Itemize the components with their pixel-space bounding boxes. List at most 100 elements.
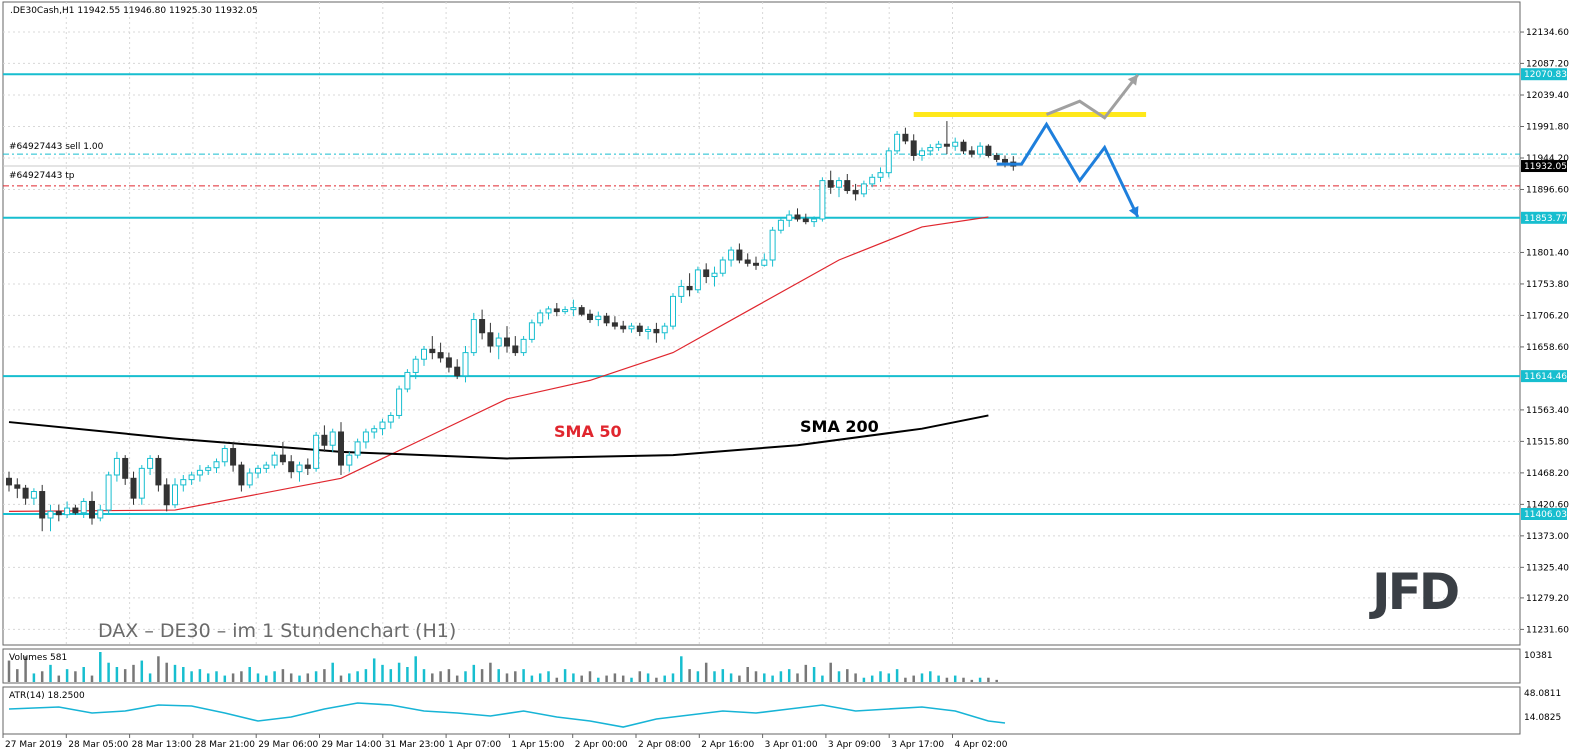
candle <box>304 458 311 475</box>
candle <box>196 465 203 482</box>
candle <box>744 253 751 267</box>
candle <box>338 422 344 475</box>
candle <box>587 309 593 323</box>
candle <box>113 451 120 482</box>
x-tick-label: 2 Apr 16:00 <box>701 740 754 750</box>
x-tick-label: 27 Mar 2019 <box>5 740 62 750</box>
atr-line <box>8 702 1006 728</box>
candle <box>130 471 137 505</box>
candle <box>188 471 195 485</box>
x-tick-label: 2 Apr 08:00 <box>638 740 691 750</box>
candle <box>155 455 162 492</box>
candle <box>686 273 693 297</box>
candle <box>935 140 942 151</box>
y-tick-label: 11515.80 <box>1526 437 1569 447</box>
candle <box>769 226 776 267</box>
candle <box>927 144 934 156</box>
volume-bars <box>7 652 998 682</box>
candle <box>694 266 701 294</box>
y-tick-label: 12134.60 <box>1526 28 1569 38</box>
volume-title: Volumes 581 <box>9 653 67 663</box>
level-price-label: 12070.83 <box>1524 70 1567 80</box>
y-tick-label: 11991.80 <box>1526 122 1569 132</box>
candle <box>570 299 577 317</box>
candle <box>221 445 228 467</box>
candle <box>271 451 278 469</box>
candle <box>163 478 170 512</box>
candle <box>869 173 876 188</box>
candle <box>711 266 718 287</box>
candle <box>728 246 735 267</box>
y-tick-label: 11753.80 <box>1526 280 1569 290</box>
x-tick-label: 28 Mar 21:00 <box>195 740 255 750</box>
bullish-scenario-arrow-head <box>1127 74 1138 86</box>
atr-line-path <box>8 702 1006 728</box>
x-tick-label: 1 Apr 15:00 <box>511 740 564 750</box>
volume-top-label: 10381 <box>1524 651 1553 661</box>
candle <box>313 431 320 472</box>
candle <box>263 461 270 474</box>
candle <box>39 484 46 532</box>
candle <box>827 170 834 194</box>
candle <box>860 180 867 198</box>
y-tick-label: 11896.60 <box>1526 185 1569 195</box>
candle <box>72 504 79 515</box>
candle <box>6 471 12 492</box>
candle <box>628 322 635 333</box>
candle <box>421 345 427 366</box>
candle <box>545 306 552 320</box>
bullish-scenario-arrow <box>1045 73 1139 120</box>
candle <box>595 311 602 327</box>
x-tick-label: 3 Apr 17:00 <box>891 740 944 750</box>
candle <box>811 216 818 227</box>
candle <box>14 478 21 499</box>
candle <box>802 213 809 225</box>
candle <box>288 455 295 479</box>
y-tick-label: 11325.40 <box>1526 563 1569 573</box>
volume-pane <box>2 648 1521 684</box>
x-tick-label: 28 Mar 05:00 <box>68 740 128 750</box>
candle <box>553 302 560 317</box>
chart-caption: DAX – DE30 – im 1 Stundenchart (H1) <box>98 620 456 642</box>
candle <box>985 144 992 158</box>
candle <box>495 332 502 360</box>
candle <box>147 455 154 475</box>
candle <box>520 336 527 356</box>
current-price-label: 11932.05 <box>1524 162 1567 172</box>
level-price-tag <box>1521 507 1567 520</box>
y-tick-label: 11801.40 <box>1526 248 1569 258</box>
y-tick-label: 11944.20 <box>1526 154 1569 164</box>
candle <box>537 309 544 327</box>
candle <box>64 501 71 518</box>
sma200-line <box>8 414 989 460</box>
candle <box>952 137 959 151</box>
candle <box>653 322 660 343</box>
atr-top-label: 48.0811 <box>1524 689 1561 699</box>
x-tick-label: 29 Mar 14:00 <box>322 740 382 750</box>
candle <box>329 428 336 452</box>
candle <box>993 152 1000 163</box>
candle <box>620 320 627 333</box>
x-tick-label: 2 Apr 00:00 <box>575 740 628 750</box>
x-tick-label: 1 Apr 07:00 <box>448 740 501 750</box>
candle <box>412 355 419 380</box>
candle <box>562 306 569 315</box>
x-axis: 27 Mar 2019 28 Mar 05:00 28 Mar 13:00 28 Ma… <box>2 734 1008 750</box>
level-price-label: 11853.77 <box>1524 214 1567 224</box>
y-tick-label: 12039.40 <box>1526 91 1569 101</box>
candle <box>528 319 535 343</box>
y-axis: 12134.60 12087.20 12039.40 11991.80 11944.20… <box>1520 28 1569 635</box>
candle <box>645 326 652 340</box>
y-tick-label: 11658.60 <box>1526 343 1569 353</box>
candle <box>371 425 378 439</box>
candle <box>362 428 369 449</box>
candle <box>703 263 710 284</box>
atr-bottom-label: 14.0825 <box>1524 713 1561 723</box>
level-price-label: 11406.03 <box>1524 510 1567 520</box>
current-price-tag <box>1521 160 1567 173</box>
candle <box>753 256 759 270</box>
candle <box>844 173 851 194</box>
candle <box>437 342 444 363</box>
candle <box>55 504 62 522</box>
candle <box>470 312 477 356</box>
